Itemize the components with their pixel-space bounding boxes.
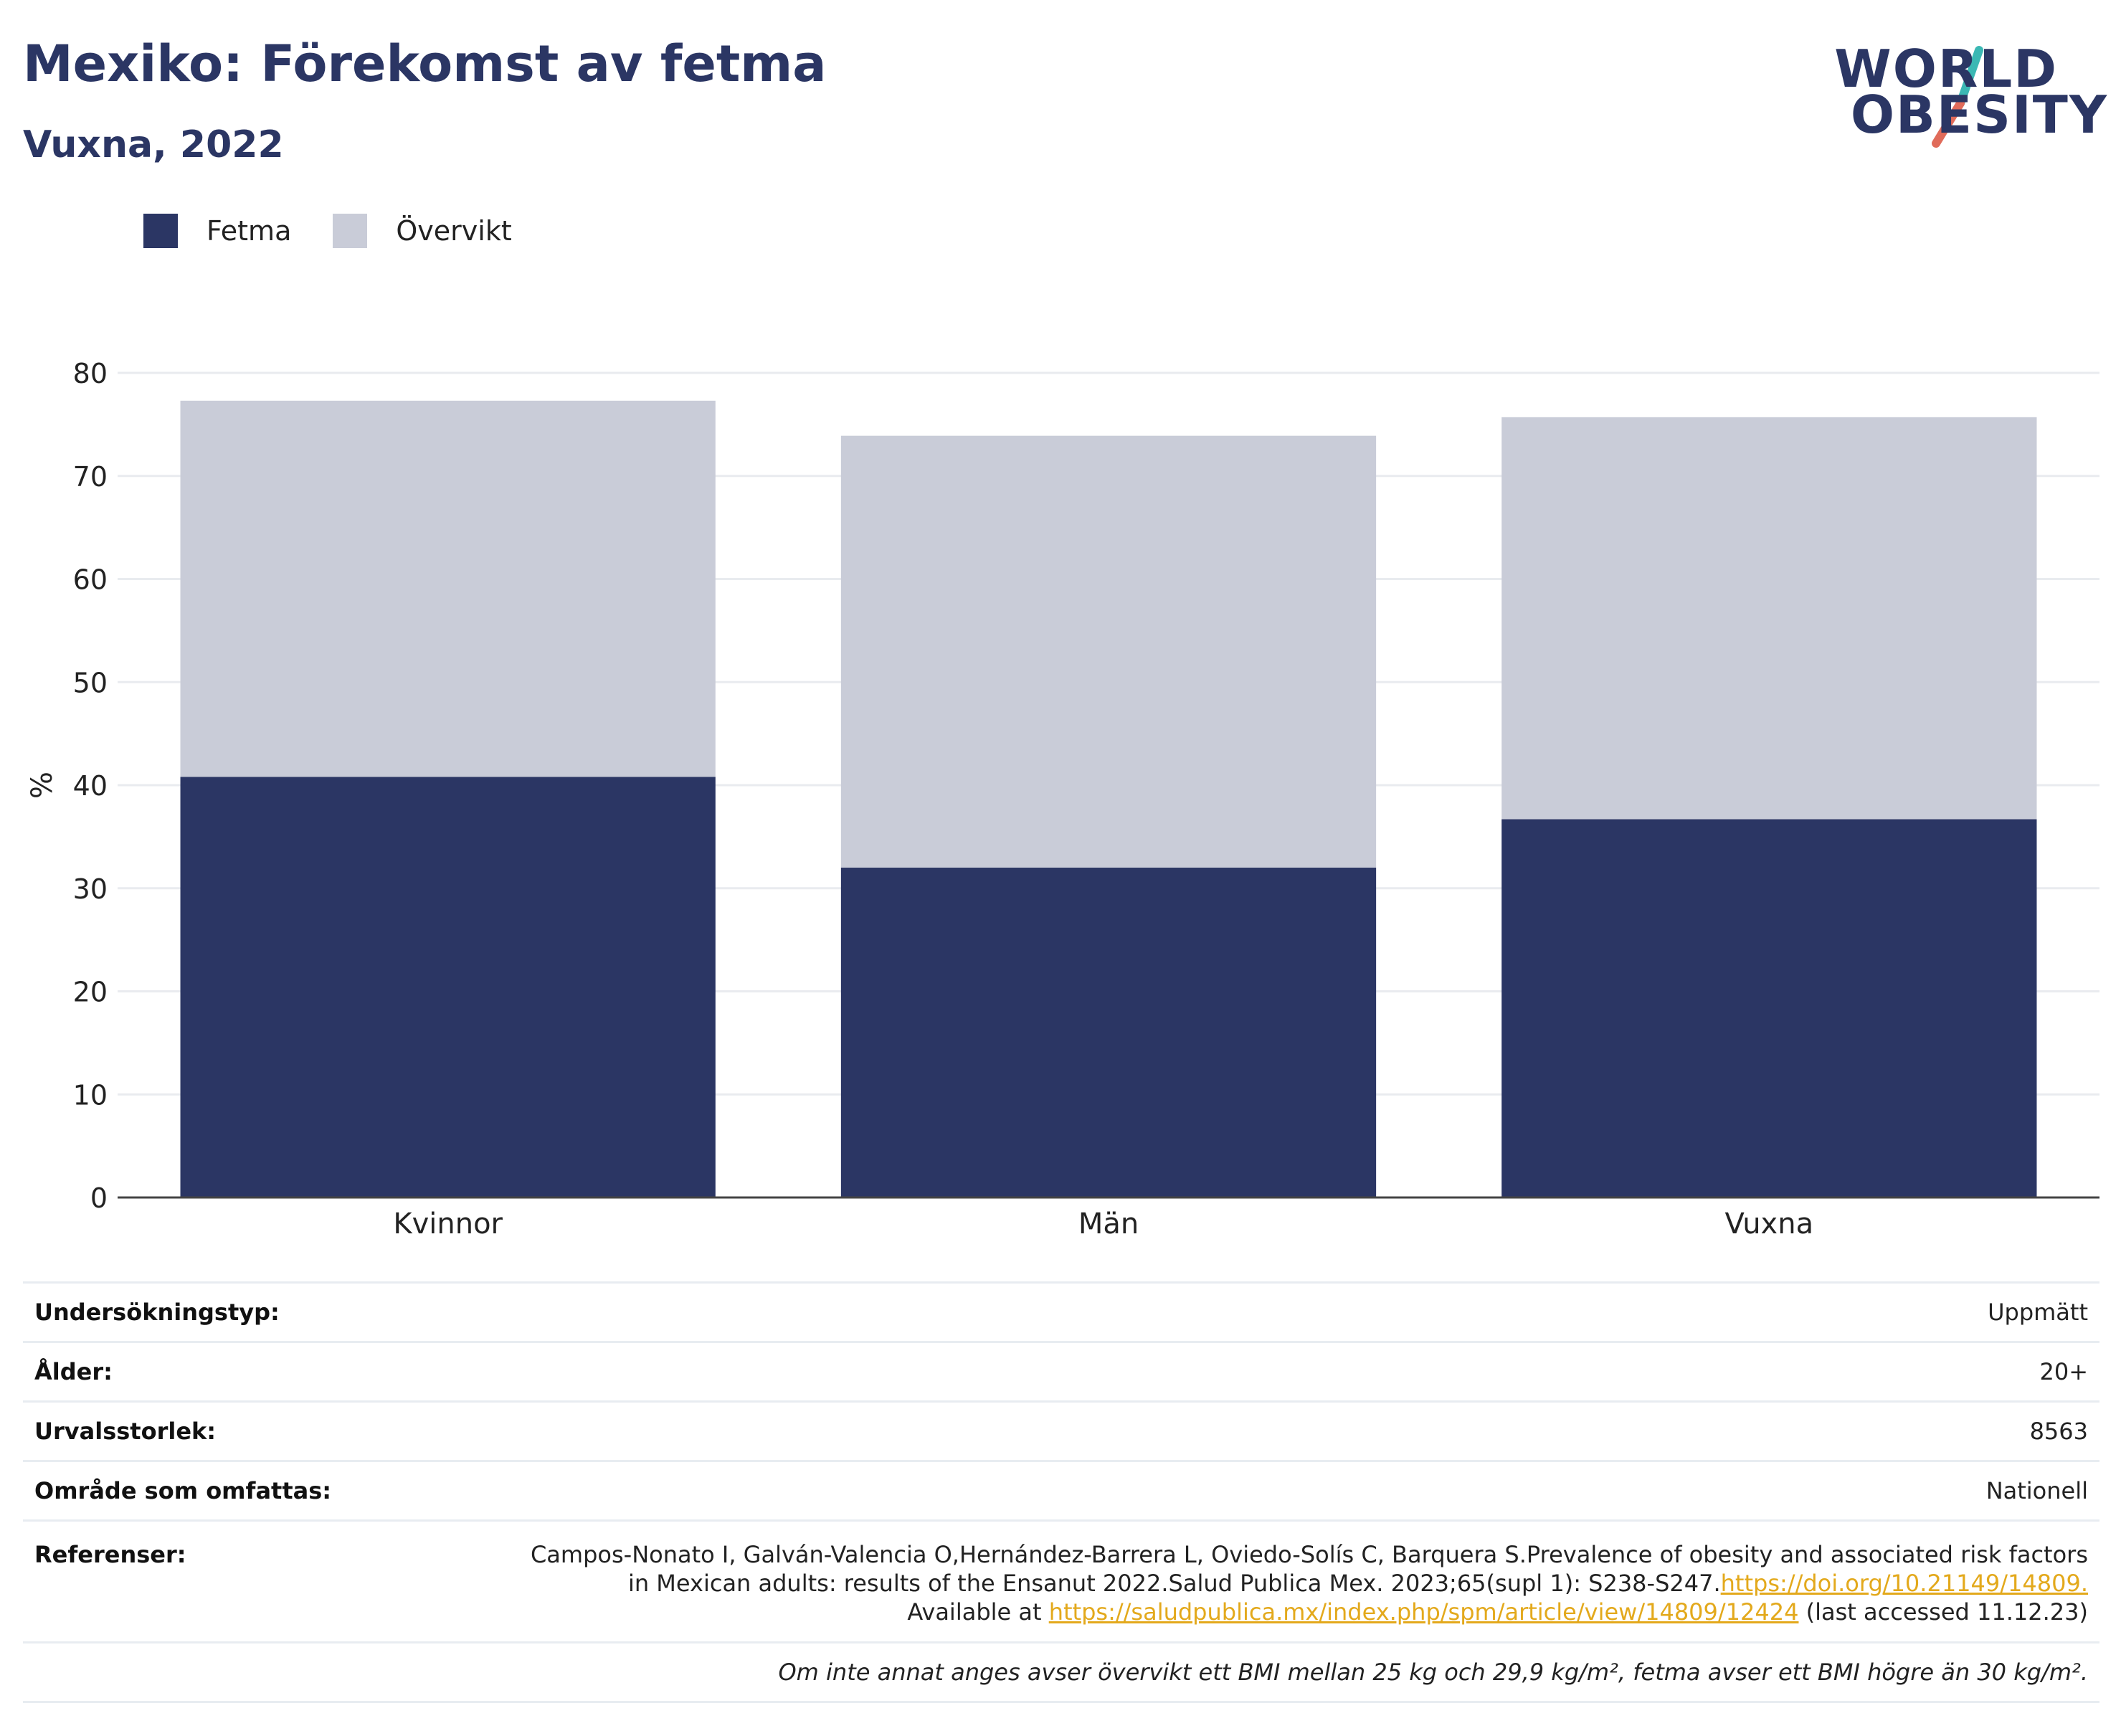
detail-key: Undersökningstyp:	[34, 1299, 280, 1326]
detail-value: 20+	[2039, 1358, 2088, 1385]
logo-slash-icon	[1932, 46, 1983, 148]
detail-value: 8563	[2029, 1418, 2088, 1445]
page-title: Mexiko: Förekomst av fetma	[23, 34, 827, 93]
reference-line-3: Available at https://saludpublica.mx/ind…	[531, 1598, 2088, 1626]
reference-text: in Mexican adults: results of the Ensanu…	[627, 1570, 1721, 1597]
y-tick-label: 30	[73, 873, 108, 905]
bar-fetma-1	[840, 868, 1377, 1197]
detail-key: Område som omfattas:	[34, 1477, 332, 1504]
legend-label-overvikt: Övervikt	[396, 215, 512, 247]
y-tick-label: 40	[73, 770, 108, 802]
page-subtitle: Vuxna, 2022	[23, 123, 284, 166]
reference-prefix: Available at	[907, 1598, 1049, 1626]
y-tick-label: 0	[90, 1182, 108, 1214]
logo-word-world: WORLD	[1834, 39, 2058, 99]
detail-row-sample-size: Urvalsstorlek: 8563	[23, 1400, 2099, 1460]
doi-link[interactable]: https://doi.org/10.21149/14809.	[1720, 1570, 2088, 1597]
bar-overvikt-2	[1501, 417, 2037, 820]
stacked-bar-chart: 0 10 20 30 40 50 60 70 80% Kvinnor Män Vuxna	[26, 358, 2099, 1241]
bar-fetma-2	[1501, 819, 2037, 1197]
legend-label-fetma: Fetma	[207, 215, 292, 247]
legend-item-fetma: Fetma	[143, 214, 291, 248]
x-tick-label: Kvinnor	[393, 1208, 503, 1241]
detail-key: Referenser:	[34, 1541, 186, 1568]
detail-row-references: Referenser: Campos-Nonato I, Galván-Vale…	[23, 1519, 2099, 1641]
details-table: Undersökningstyp: Uppmätt Ålder: 20+ Urv…	[23, 1281, 2099, 1703]
chart-legend: Fetma Övervikt	[143, 214, 554, 248]
reference-line-2: in Mexican adults: results of the Ensanu…	[531, 1569, 2088, 1598]
definition-note: Om inte annat anges avser övervikt ett B…	[23, 1641, 2099, 1703]
x-tick-label: Vuxna	[1725, 1208, 1814, 1241]
detail-row-age: Ålder: 20+	[23, 1341, 2099, 1400]
world-obesity-logo: WORLD OBESITY	[1834, 34, 2108, 156]
y-tick-label: 10	[73, 1079, 108, 1111]
reference-line-1: Campos-Nonato I, Galván-Valencia O,Herná…	[530, 1541, 2088, 1568]
detail-value: Nationell	[1985, 1477, 2088, 1504]
legend-swatch-overvikt	[333, 214, 368, 248]
y-tick-label: 50	[73, 667, 108, 698]
article-link[interactable]: https://saludpublica.mx/index.php/spm/ar…	[1048, 1598, 1799, 1626]
bar-overvikt-0	[180, 400, 716, 777]
detail-value: Uppmätt	[1988, 1299, 2088, 1326]
y-tick-label: 70	[73, 461, 108, 493]
references-text: Campos-Nonato I, Galván-Valencia O,Herná…	[531, 1540, 2088, 1641]
detail-row-area: Område som omfattas: Nationell	[23, 1460, 2099, 1519]
bar-overvikt-1	[840, 435, 1377, 868]
detail-key: Urvalsstorlek:	[34, 1418, 217, 1445]
logo-word-obesity: OBESITY	[1850, 85, 2108, 145]
detail-row-survey-type: Undersökningstyp: Uppmätt	[23, 1281, 2099, 1341]
y-tick-label: 80	[73, 358, 108, 389]
y-tick-label: 60	[73, 564, 108, 596]
detail-key: Ålder:	[34, 1358, 113, 1385]
y-axis-label: %	[26, 772, 59, 799]
bar-fetma-0	[180, 777, 716, 1197]
y-tick-label: 20	[73, 977, 108, 1008]
legend-swatch-fetma	[143, 214, 178, 248]
reference-suffix: (last accessed 11.12.23)	[1798, 1598, 2088, 1626]
legend-item-overvikt: Övervikt	[333, 214, 512, 248]
x-tick-label: Män	[1078, 1208, 1139, 1241]
